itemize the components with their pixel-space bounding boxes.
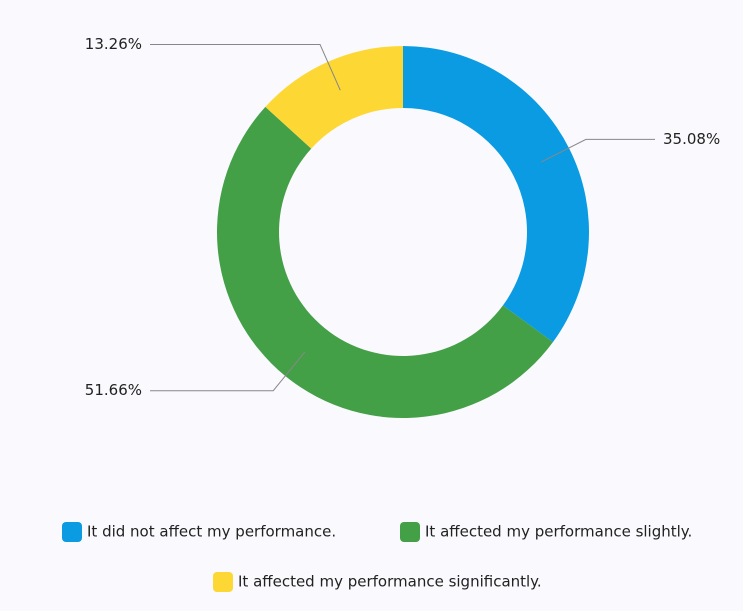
legend-label: It affected my performance significantly… [238, 573, 542, 591]
donut-segment [403, 46, 589, 343]
data-label: 51.66% [85, 381, 142, 399]
legend-swatch [400, 522, 420, 542]
legend-swatch [62, 522, 82, 542]
donut-segment [217, 106, 553, 418]
data-label: 35.08% [663, 130, 720, 148]
leader-line [150, 44, 341, 91]
leader-line [541, 138, 655, 163]
leader-line [150, 351, 306, 392]
legend-label: It did not affect my performance. [87, 523, 336, 541]
legend-label: It affected my performance slightly. [425, 523, 692, 541]
donut-segment [265, 46, 403, 149]
data-label: 13.26% [85, 35, 142, 53]
legend-swatch [213, 572, 233, 592]
